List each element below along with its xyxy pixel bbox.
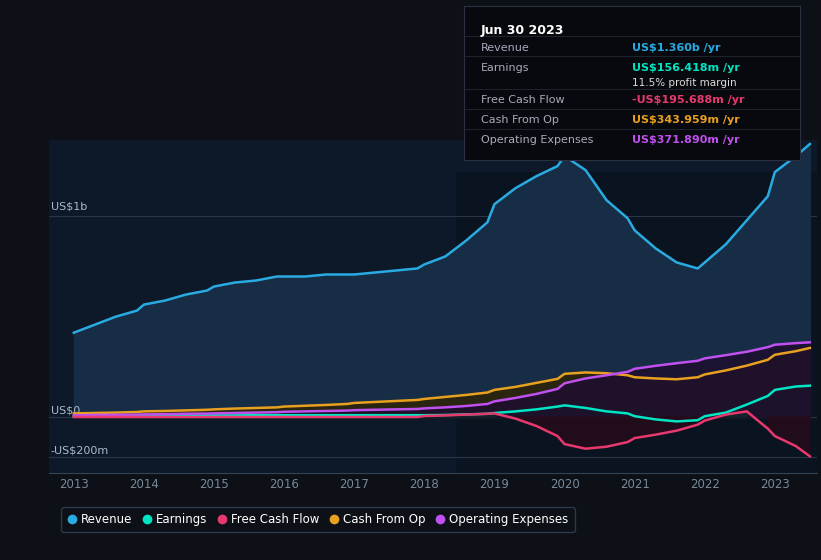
Text: Cash From Op: Cash From Op: [481, 115, 558, 125]
Text: US$156.418m /yr: US$156.418m /yr: [632, 63, 740, 73]
Legend: Revenue, Earnings, Free Cash Flow, Cash From Op, Operating Expenses: Revenue, Earnings, Free Cash Flow, Cash …: [62, 507, 575, 532]
Text: US$371.890m /yr: US$371.890m /yr: [632, 135, 740, 145]
Text: US$0: US$0: [51, 405, 80, 416]
Text: US$1b: US$1b: [51, 201, 87, 211]
Text: US$343.959m /yr: US$343.959m /yr: [632, 115, 740, 125]
Text: Free Cash Flow: Free Cash Flow: [481, 95, 564, 105]
Text: Earnings: Earnings: [481, 63, 530, 73]
Text: -US$195.688m /yr: -US$195.688m /yr: [632, 95, 745, 105]
Text: Operating Expenses: Operating Expenses: [481, 135, 593, 145]
Bar: [456, 172, 817, 473]
Text: -US$200m: -US$200m: [51, 446, 109, 455]
Text: US$1.360b /yr: US$1.360b /yr: [632, 43, 721, 53]
Text: 11.5% profit margin: 11.5% profit margin: [632, 78, 736, 88]
Text: Jun 30 2023: Jun 30 2023: [481, 24, 564, 37]
Text: Revenue: Revenue: [481, 43, 530, 53]
